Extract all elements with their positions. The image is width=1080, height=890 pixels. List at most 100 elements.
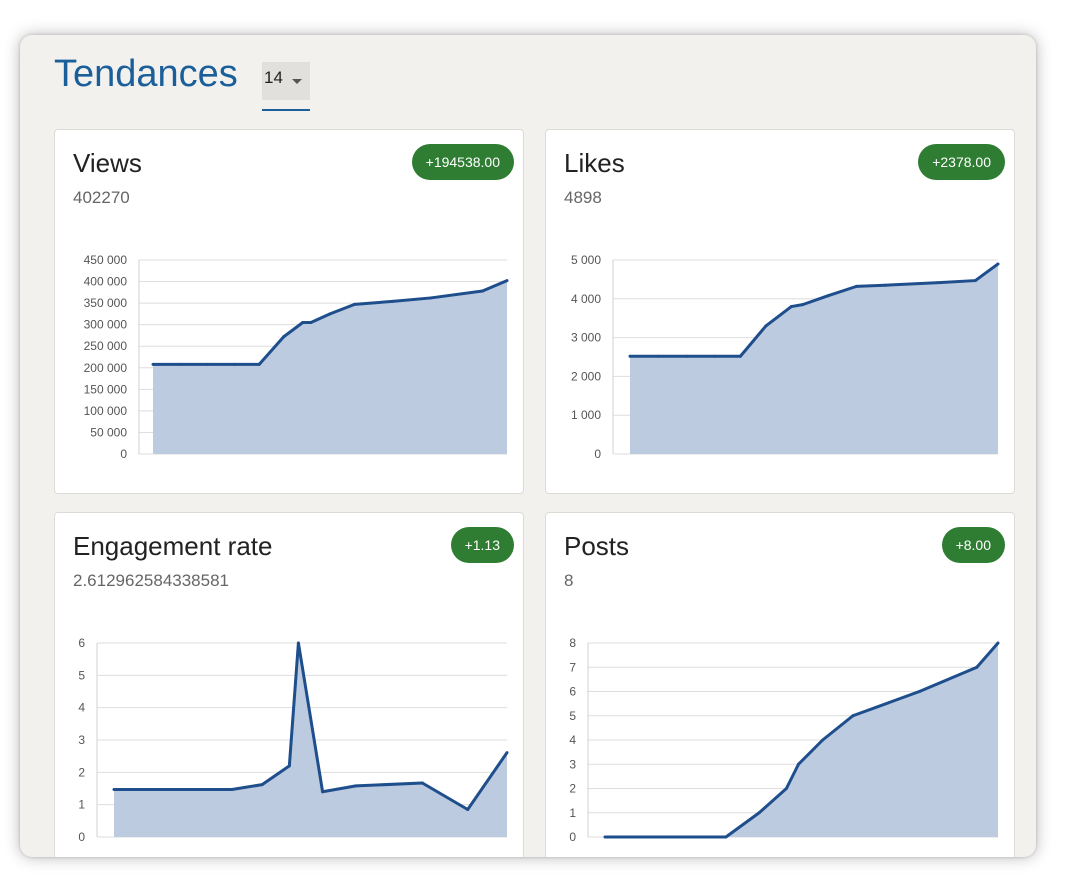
y-tick-label: 5 bbox=[78, 668, 85, 682]
card-title: Likes bbox=[564, 148, 625, 178]
y-tick-label: 6 bbox=[78, 636, 85, 650]
card-posts: Posts 8 +8.00 0 1 2 3 4 5 6 7 8 bbox=[545, 512, 1015, 857]
data-point bbox=[821, 738, 825, 742]
y-tick-label: 4 bbox=[569, 733, 576, 747]
y-tick-label: 150 000 bbox=[84, 382, 128, 396]
data-point bbox=[257, 362, 261, 366]
y-tick-label: 100 000 bbox=[84, 404, 128, 418]
card-views: Views 402270 +194538.00 0 50 000 100 000 15… bbox=[54, 129, 524, 494]
data-point bbox=[796, 762, 800, 766]
area-fill bbox=[605, 643, 998, 837]
y-tick-label: 0 bbox=[569, 830, 576, 844]
y-tick-label: 4 000 bbox=[571, 292, 601, 306]
data-point bbox=[391, 299, 395, 303]
range-select-value: 14 bbox=[264, 68, 283, 87]
data-point bbox=[287, 764, 291, 768]
page-title: Tendances bbox=[54, 53, 238, 95]
card-title: Views bbox=[73, 148, 142, 178]
y-tick-label: 2 bbox=[78, 765, 85, 779]
data-point bbox=[917, 690, 921, 693]
y-tick-label: 300 000 bbox=[84, 318, 128, 332]
data-point bbox=[420, 781, 424, 785]
y-tick-label: 400 000 bbox=[84, 275, 128, 289]
y-tick-label: 200 000 bbox=[84, 361, 128, 375]
y-tick-label: 6 bbox=[569, 685, 576, 699]
y-tick-label: 50 000 bbox=[90, 425, 127, 439]
y-tick-label: 450 000 bbox=[84, 253, 128, 267]
trends-panel: Tendances 14 Views 402270 +194538.00 0 50… bbox=[20, 35, 1036, 857]
data-point bbox=[826, 294, 830, 298]
y-tick-label: 8 bbox=[569, 636, 576, 650]
data-point bbox=[205, 362, 209, 366]
data-point bbox=[724, 835, 728, 839]
data-point bbox=[656, 354, 660, 358]
card-value: 402270 bbox=[73, 188, 130, 207]
data-point bbox=[296, 641, 300, 645]
card-title: Engagement rate bbox=[73, 531, 273, 561]
card-value: 2.612962584338581 bbox=[73, 571, 229, 590]
data-point bbox=[975, 665, 979, 669]
engagement-rate-chart: 0 1 2 3 4 5 6 bbox=[78, 636, 509, 844]
data-point bbox=[203, 787, 207, 791]
views-chart: 0 50 000 100 000 150 000 200 000 250 000 300 0… bbox=[84, 253, 509, 461]
y-tick-label: 7 bbox=[569, 660, 576, 674]
data-point bbox=[282, 335, 286, 339]
y-tick-label: 2 bbox=[569, 782, 576, 796]
data-point bbox=[764, 324, 768, 328]
data-point bbox=[353, 302, 357, 306]
range-select-underline bbox=[262, 109, 310, 111]
posts-chart: 0 1 2 3 4 5 6 7 8 bbox=[569, 636, 1000, 844]
likes-chart: 0 1 000 2 000 3 000 4 000 5 000 bbox=[571, 253, 1000, 461]
data-point bbox=[784, 787, 788, 790]
chevron-down-icon bbox=[292, 79, 302, 84]
y-tick-label: 4 bbox=[78, 701, 85, 715]
data-point bbox=[466, 808, 470, 812]
data-point bbox=[260, 783, 264, 787]
data-point bbox=[309, 321, 313, 325]
y-tick-label: 350 000 bbox=[84, 296, 128, 310]
y-tick-label: 1 000 bbox=[571, 408, 601, 422]
data-point bbox=[321, 790, 325, 794]
delta-badge: +8.00 bbox=[941, 527, 1005, 563]
data-point bbox=[939, 281, 943, 285]
area-fill bbox=[114, 643, 507, 837]
data-point bbox=[851, 714, 855, 718]
y-tick-label: 3 bbox=[78, 733, 85, 747]
data-point bbox=[973, 279, 977, 283]
area-fill bbox=[153, 280, 507, 454]
y-tick-label: 3 000 bbox=[571, 331, 601, 345]
y-tick-label: 0 bbox=[120, 447, 127, 461]
data-point bbox=[854, 284, 858, 288]
delta-badge: +194538.00 bbox=[411, 144, 514, 180]
series-line bbox=[153, 279, 508, 366]
y-tick-label: 1 bbox=[78, 798, 85, 812]
y-tick-label: 250 000 bbox=[84, 339, 128, 353]
range-select[interactable]: 14 bbox=[262, 62, 310, 100]
data-point bbox=[713, 354, 717, 358]
y-tick-label: 3 bbox=[569, 757, 576, 771]
data-point bbox=[694, 835, 698, 839]
data-point bbox=[429, 296, 433, 300]
card-likes: Likes 4898 +2378.00 0 1 000 2 000 3 000 4 00… bbox=[545, 129, 1015, 494]
data-point bbox=[789, 305, 793, 309]
card-value: 4898 bbox=[564, 188, 602, 207]
series-line bbox=[630, 262, 999, 358]
data-point bbox=[757, 811, 761, 815]
data-point bbox=[230, 787, 234, 791]
data-point bbox=[633, 835, 637, 839]
data-point bbox=[172, 787, 176, 791]
delta-badge: +2378.00 bbox=[918, 144, 1005, 180]
card-title: Posts bbox=[564, 531, 630, 561]
data-point bbox=[883, 283, 887, 287]
card-value: 8 bbox=[564, 571, 574, 590]
data-point bbox=[663, 835, 667, 839]
delta-badge: +1.13 bbox=[450, 527, 514, 563]
data-point bbox=[685, 354, 689, 358]
data-point bbox=[738, 354, 742, 358]
data-point bbox=[233, 362, 237, 366]
data-point bbox=[301, 321, 305, 325]
data-point bbox=[505, 751, 509, 755]
data-point bbox=[996, 641, 1000, 645]
area-fill bbox=[630, 263, 998, 454]
y-tick-label: 5 bbox=[569, 709, 576, 723]
